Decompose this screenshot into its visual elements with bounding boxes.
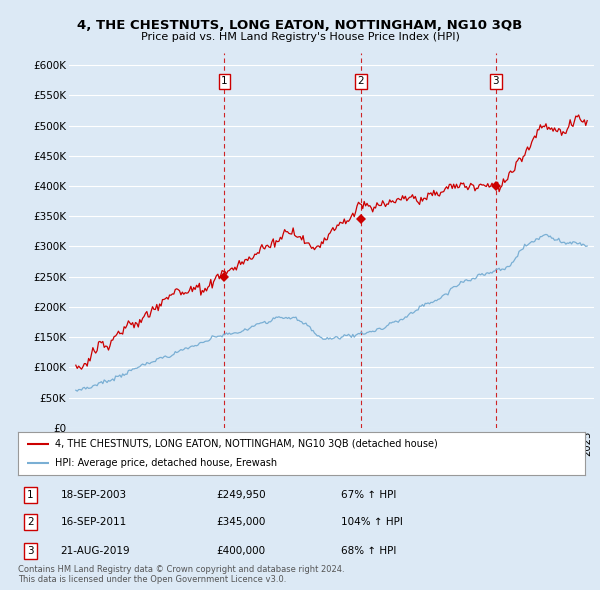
Text: 4, THE CHESTNUTS, LONG EATON, NOTTINGHAM, NG10 3QB: 4, THE CHESTNUTS, LONG EATON, NOTTINGHAM… xyxy=(77,19,523,32)
Text: £249,950: £249,950 xyxy=(217,490,266,500)
Text: 16-SEP-2011: 16-SEP-2011 xyxy=(61,517,127,527)
Text: HPI: Average price, detached house, Erewash: HPI: Average price, detached house, Erew… xyxy=(55,458,277,468)
Text: 3: 3 xyxy=(27,546,34,556)
Text: 3: 3 xyxy=(493,76,499,86)
Text: 67% ↑ HPI: 67% ↑ HPI xyxy=(341,490,397,500)
Text: Price paid vs. HM Land Registry's House Price Index (HPI): Price paid vs. HM Land Registry's House … xyxy=(140,32,460,42)
Text: 104% ↑ HPI: 104% ↑ HPI xyxy=(341,517,403,527)
Text: Contains HM Land Registry data © Crown copyright and database right 2024.
This d: Contains HM Land Registry data © Crown c… xyxy=(18,565,344,584)
Text: 21-AUG-2019: 21-AUG-2019 xyxy=(61,546,130,556)
Text: 68% ↑ HPI: 68% ↑ HPI xyxy=(341,546,397,556)
Text: 1: 1 xyxy=(221,76,228,86)
Text: £400,000: £400,000 xyxy=(217,546,266,556)
Text: 18-SEP-2003: 18-SEP-2003 xyxy=(61,490,127,500)
Text: 2: 2 xyxy=(358,76,364,86)
Text: 1: 1 xyxy=(27,490,34,500)
Text: 2: 2 xyxy=(27,517,34,527)
Text: 4, THE CHESTNUTS, LONG EATON, NOTTINGHAM, NG10 3QB (detached house): 4, THE CHESTNUTS, LONG EATON, NOTTINGHAM… xyxy=(55,439,437,449)
Text: £345,000: £345,000 xyxy=(217,517,266,527)
